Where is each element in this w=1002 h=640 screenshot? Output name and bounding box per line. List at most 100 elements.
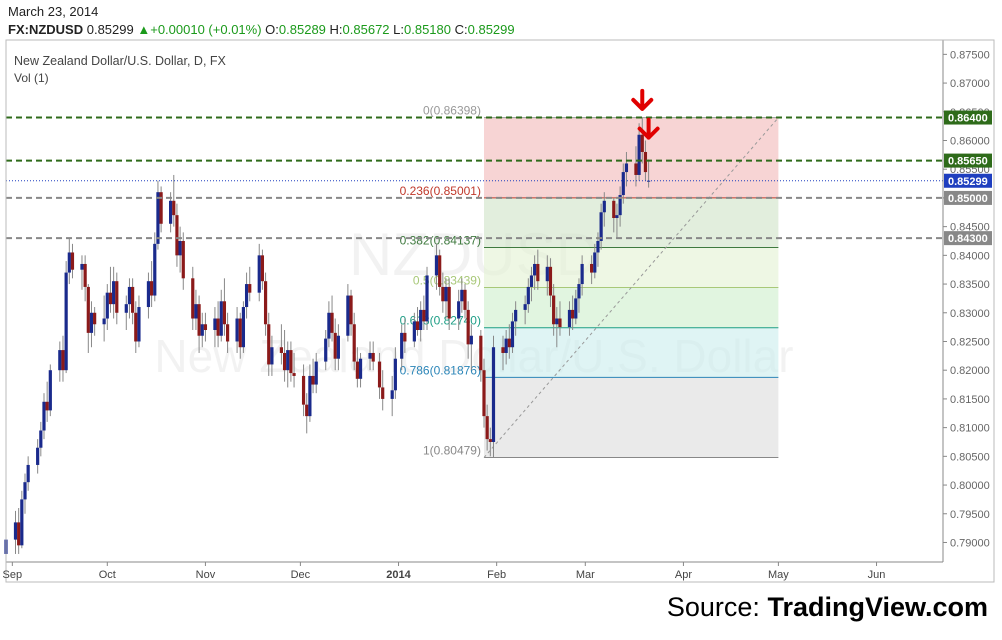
fib-trend-line (483, 117, 779, 458)
candle (308, 375, 312, 417)
candle (112, 281, 116, 305)
candle (412, 321, 416, 342)
candle (368, 352, 372, 359)
price-label-box (944, 173, 992, 188)
candle (548, 266, 553, 296)
close-label: C: (454, 22, 468, 37)
candle (460, 289, 464, 302)
candle (400, 332, 404, 359)
candle (219, 301, 223, 336)
candle (393, 358, 397, 391)
fibonacci-retracement: 0(0.86398) 0.236(0.85001) 0.382(0.84137) 0.… (400, 104, 779, 459)
candle (444, 286, 448, 302)
candle (248, 284, 252, 293)
candle (377, 361, 382, 388)
candle (640, 134, 644, 152)
candle (153, 243, 157, 296)
candle (314, 361, 318, 385)
y-tick-label: 0.79500 (950, 509, 990, 521)
candle (621, 172, 625, 196)
candle (124, 304, 128, 313)
candle (491, 347, 496, 442)
candle (457, 301, 461, 319)
candle (434, 255, 439, 276)
candle (134, 312, 138, 342)
x-tick-label: Jun (868, 569, 886, 581)
x-tick-label: Dec (291, 569, 311, 581)
candle (263, 281, 268, 325)
candle (352, 324, 356, 362)
candle (504, 338, 508, 353)
fib-zone (483, 327, 779, 378)
candle (327, 312, 331, 339)
candle (523, 304, 527, 310)
candle (48, 370, 52, 411)
candle (267, 324, 271, 365)
x-tick-label: 2014 (386, 569, 411, 581)
fib-level-label: 0.236(0.85001) (400, 184, 481, 198)
candle (590, 263, 594, 273)
candle (36, 447, 40, 465)
fib-zone (483, 287, 779, 328)
candle (279, 347, 284, 353)
chart-frame (5, 39, 995, 583)
close-value: 0.85299 (467, 22, 515, 37)
x-tick-label: Apr (675, 569, 692, 581)
candle (529, 275, 534, 287)
candle (86, 286, 90, 333)
fib-level-label: 0.5(0.83439) (413, 274, 481, 288)
symbol-label: FX:NZDUSD (8, 22, 84, 37)
y-tick-label: 0.79000 (950, 537, 990, 549)
candle (545, 266, 549, 282)
candle (181, 240, 185, 279)
horizontal-lines (6, 116, 943, 240)
candle (20, 499, 24, 546)
candle (159, 192, 163, 224)
candle (197, 304, 201, 336)
candle (260, 255, 265, 282)
y-tick-label: 0.83000 (950, 308, 990, 320)
candle (599, 212, 603, 241)
candle (536, 263, 540, 282)
candle (235, 318, 239, 342)
candle (574, 298, 578, 319)
y-tick-label: 0.84000 (950, 250, 990, 262)
candle (127, 286, 132, 305)
candle (390, 390, 394, 399)
candle (425, 275, 429, 322)
candle (70, 252, 75, 270)
candle (555, 318, 559, 325)
change-up-icon: ▲ (137, 22, 151, 37)
candle (61, 350, 65, 371)
candle (612, 200, 616, 219)
candle (23, 482, 27, 500)
candle (311, 375, 315, 385)
price-label: 0.86400 (948, 113, 988, 125)
candle (558, 318, 562, 328)
y-tick-label: 0.82500 (950, 336, 990, 348)
x-tick-label: Feb (487, 569, 506, 581)
candle (333, 332, 337, 359)
candle (514, 309, 518, 322)
candle (39, 430, 43, 448)
down-arrow-icon (637, 117, 660, 140)
candle (178, 240, 182, 256)
candle (305, 404, 309, 417)
candle (131, 286, 135, 313)
fib-level-label: 0.382(0.84137) (400, 233, 481, 247)
price-label-box (944, 190, 992, 205)
candle (286, 350, 290, 371)
candle (643, 151, 648, 173)
axes: 0.875000.870000.865000.860000.855000.850… (3, 39, 995, 583)
open-label: O: (265, 22, 279, 37)
candle (469, 335, 473, 345)
y-tick-label: 0.86000 (950, 135, 990, 147)
candle (105, 292, 109, 319)
price-label: 0.84300 (948, 233, 988, 245)
candle (64, 272, 68, 371)
last-price: 0.85299 (86, 22, 134, 37)
candle (381, 387, 385, 399)
candle (146, 281, 151, 308)
candle (577, 284, 581, 299)
